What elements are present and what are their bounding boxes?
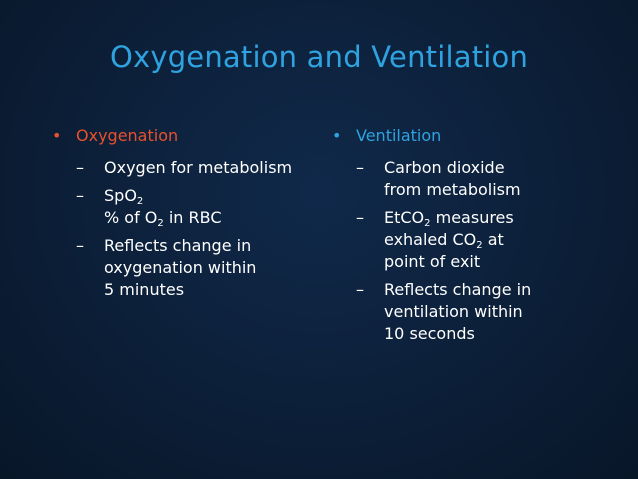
list-item-line: Oxygen for metabolism <box>104 158 293 177</box>
list-item-line: from metabolism <box>384 180 521 199</box>
list-item-line: exhaled CO2 at <box>384 230 504 251</box>
list-item-line: oxygenation within <box>104 258 257 277</box>
list-item-line: 5 minutes <box>104 280 185 299</box>
list-item: – Oxygen for metabolism <box>52 157 312 179</box>
list-item-line: % of O2 in RBC <box>104 208 222 229</box>
ventilation-heading-text: Ventilation <box>356 126 442 145</box>
dash-icon: – <box>356 158 364 177</box>
bullet-icon: • <box>332 126 342 145</box>
oxygenation-heading: • Oxygenation <box>52 125 312 147</box>
list-item-line: ventilation within <box>384 302 523 321</box>
dash-icon: – <box>76 236 84 255</box>
dash-icon: – <box>356 208 364 227</box>
dash-icon: – <box>76 186 84 205</box>
list-item: – Reflects change in ventilation within … <box>332 279 592 345</box>
list-item-line: Reflects change in <box>384 280 532 299</box>
dash-icon: – <box>356 280 364 299</box>
ventilation-heading: • Ventilation <box>332 125 592 147</box>
list-item-line: Carbon dioxide <box>384 158 505 177</box>
list-item-line: EtCO2 measures <box>384 208 514 229</box>
bullet-icon: • <box>52 126 62 145</box>
dash-icon: – <box>76 158 84 177</box>
oxygenation-heading-text: Oxygenation <box>76 126 179 145</box>
list-item-line: point of exit <box>384 252 481 271</box>
oxygenation-column: • Oxygenation – Oxygen for metabolism – … <box>52 125 312 307</box>
list-item: – Reflects change in oxygenation within … <box>52 235 312 301</box>
list-item-line: Reflects change in <box>104 236 252 255</box>
list-item-line: SpO2 <box>104 186 144 207</box>
list-item: – EtCO2 measures exhaled CO2 at point of… <box>332 207 592 273</box>
ventilation-column: • Ventilation – Carbon dioxide from meta… <box>332 125 592 351</box>
list-item: – Carbon dioxide from metabolism <box>332 157 592 201</box>
slide-title: Oxygenation and Ventilation <box>109 40 529 74</box>
list-item: – SpO2 % of O2 in RBC <box>52 185 312 229</box>
list-item-line: 10 seconds <box>384 324 475 343</box>
